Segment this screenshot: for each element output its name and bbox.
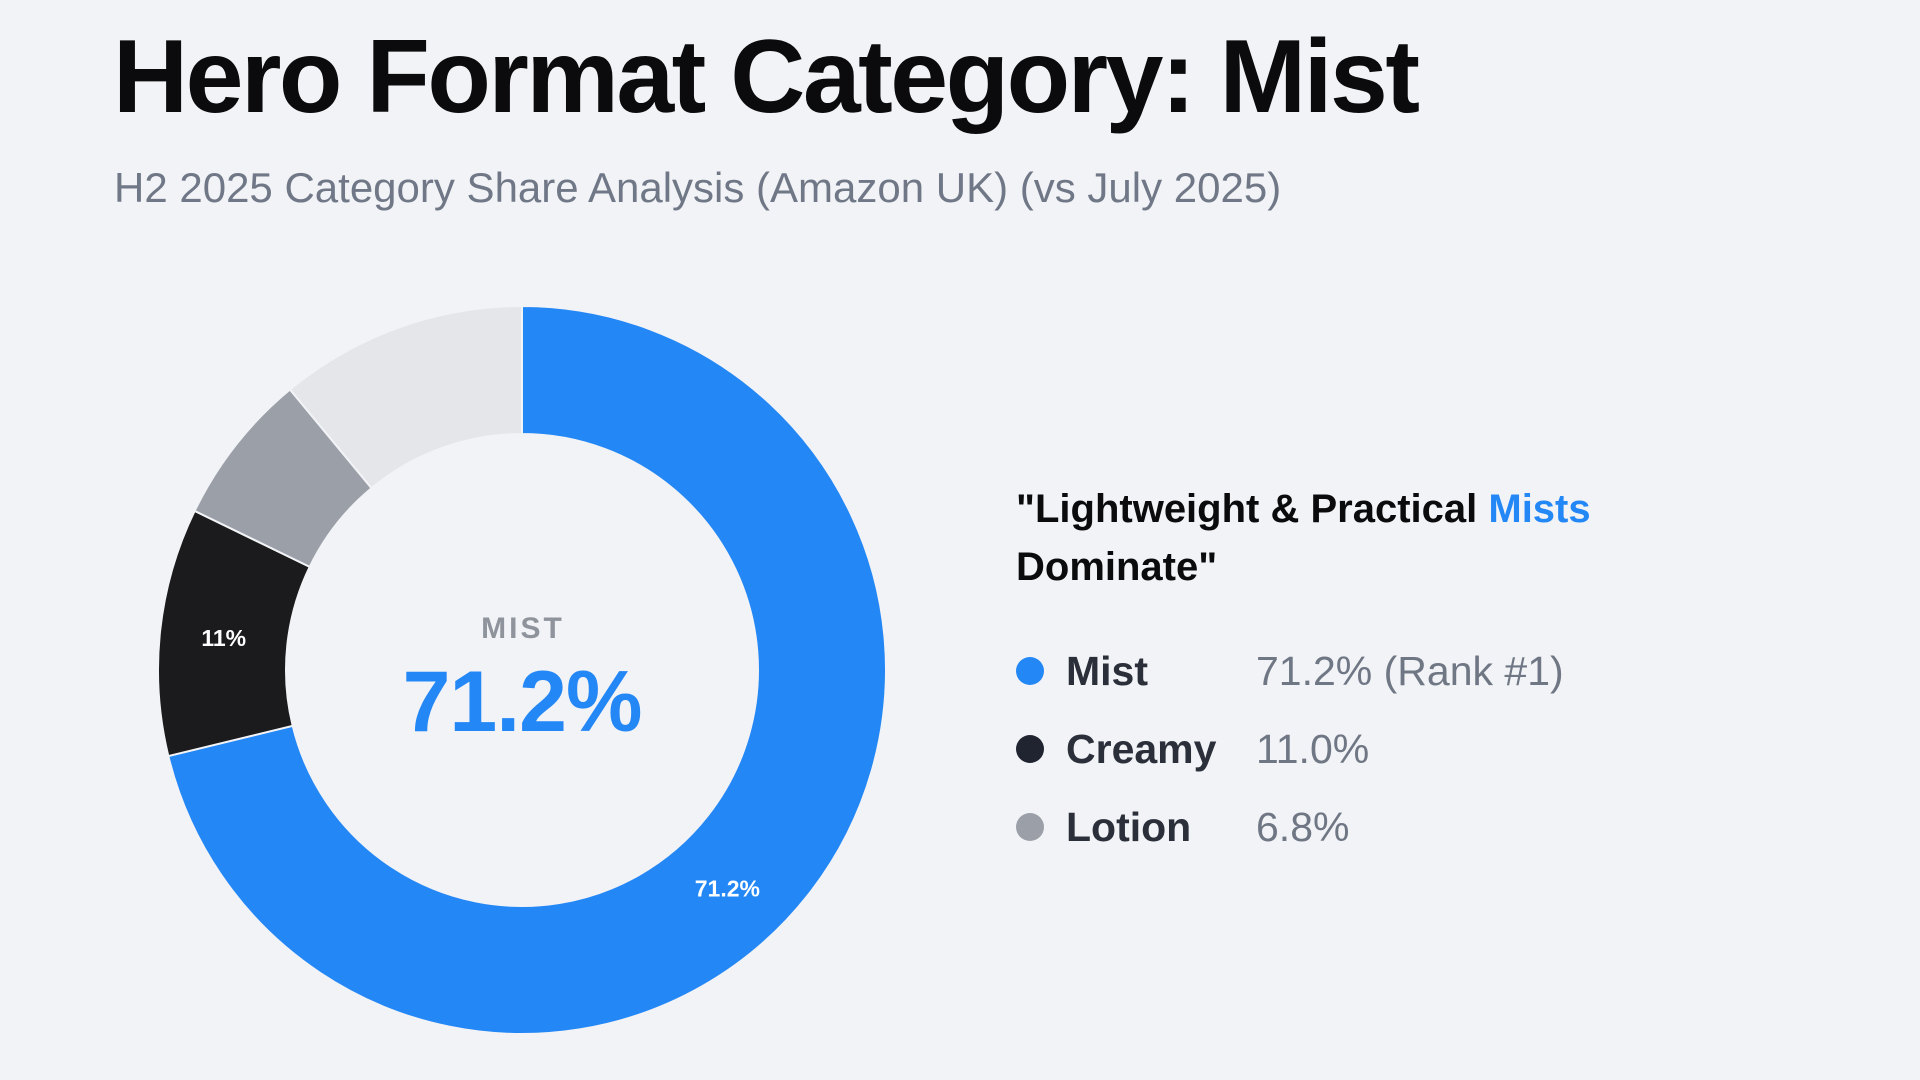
slice-mist <box>167 304 887 1035</box>
legend-value: 6.8% <box>1256 803 1350 850</box>
dot-icon <box>1016 813 1044 841</box>
legend-item-creamy: Creamy 11.0% <box>1016 710 1836 788</box>
donut-center-caption: MIST <box>481 612 565 645</box>
legend-value: 71.2% (Rank #1) <box>1256 647 1564 694</box>
headline-suffix: Dominate" <box>1016 545 1218 589</box>
legend-label: Mist <box>1066 647 1148 694</box>
legend-label: Creamy <box>1066 725 1217 772</box>
insight-panel: "Lightweight & Practical Mists Dominate"… <box>1016 480 1836 866</box>
dot-icon <box>1016 735 1044 763</box>
legend-item-lotion: Lotion 6.8% <box>1016 788 1836 866</box>
headline-prefix: "Lightweight & Practical <box>1016 487 1489 531</box>
dot-icon <box>1016 657 1044 685</box>
donut-slice-labels: 71.2% 11% <box>201 625 760 902</box>
donut-chart: 71.2% 11% MIST 71.2% <box>157 304 887 1035</box>
donut-slices <box>157 304 887 1035</box>
legend: Mist 71.2% (Rank #1) Creamy 11.0% Lotion… <box>1016 632 1836 866</box>
insight-headline: "Lightweight & Practical Mists Dominate" <box>1016 480 1736 596</box>
headline-highlight: Mists <box>1488 487 1591 531</box>
slice-label-creamy: 11% <box>201 625 246 651</box>
legend-item-mist: Mist 71.2% (Rank #1) <box>1016 632 1836 710</box>
page-subtitle: H2 2025 Category Share Analysis (Amazon … <box>114 164 1282 211</box>
page-title: Hero Format Category: Mist <box>113 19 1420 135</box>
legend-value: 11.0% <box>1256 725 1370 772</box>
donut-center-value: 71.2% <box>403 654 642 750</box>
legend-label: Lotion <box>1066 803 1192 850</box>
slice-other <box>288 304 523 490</box>
slice-label-mist: 71.2% <box>695 876 760 902</box>
